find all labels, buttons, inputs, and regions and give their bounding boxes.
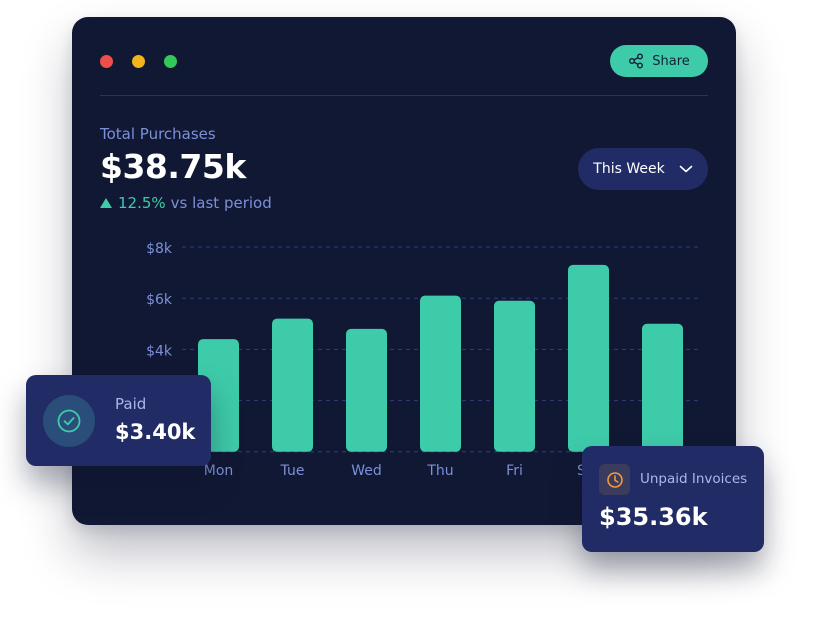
chevron-down-icon [679,165,693,173]
trend-up-icon [100,198,112,208]
period-dropdown-value: This Week [593,161,665,177]
unpaid-invoices-value: $35.36k [599,503,708,531]
share-button[interactable]: Share [610,45,708,77]
total-purchases-value: $38.75k [100,147,246,186]
x-tick-label: Tue [280,463,305,479]
unpaid-icon-background [599,464,630,495]
header-divider [100,95,708,96]
clock-icon [606,471,623,488]
window-maximize-button[interactable] [164,55,177,68]
bar [346,328,387,452]
window-close-button[interactable] [100,55,113,68]
change-indicator: 12.5% vs last period [100,194,272,212]
period-dropdown[interactable]: This Week [578,148,708,190]
paid-label: Paid [115,395,147,413]
paid-icon-background [43,395,95,447]
bar [494,300,535,452]
bar [272,318,313,452]
share-label: Share [652,53,690,69]
unpaid-invoices-label: Unpaid Invoices [640,471,748,487]
bar [568,264,609,452]
share-icon [629,53,644,69]
check-circle-icon [57,409,81,433]
paid-card: Paid $3.40k [26,375,211,466]
x-tick-label: Fri [506,463,523,479]
x-tick-label: Thu [426,463,453,479]
unpaid-invoices-card: Unpaid Invoices $35.36k [582,446,764,552]
window-minimize-button[interactable] [132,55,145,68]
y-tick-label: $4k [146,343,173,359]
change-text: vs last period [170,194,272,212]
bar [420,295,461,452]
total-purchases-label: Total Purchases [100,125,216,143]
x-tick-label: Mon [204,463,234,479]
paid-value: $3.40k [115,420,196,444]
x-tick-label: Wed [351,463,382,479]
bar [642,323,683,452]
y-tick-label: $6k [146,292,173,308]
y-tick-label: $8k [146,241,173,257]
change-percent: 12.5% [118,194,166,212]
